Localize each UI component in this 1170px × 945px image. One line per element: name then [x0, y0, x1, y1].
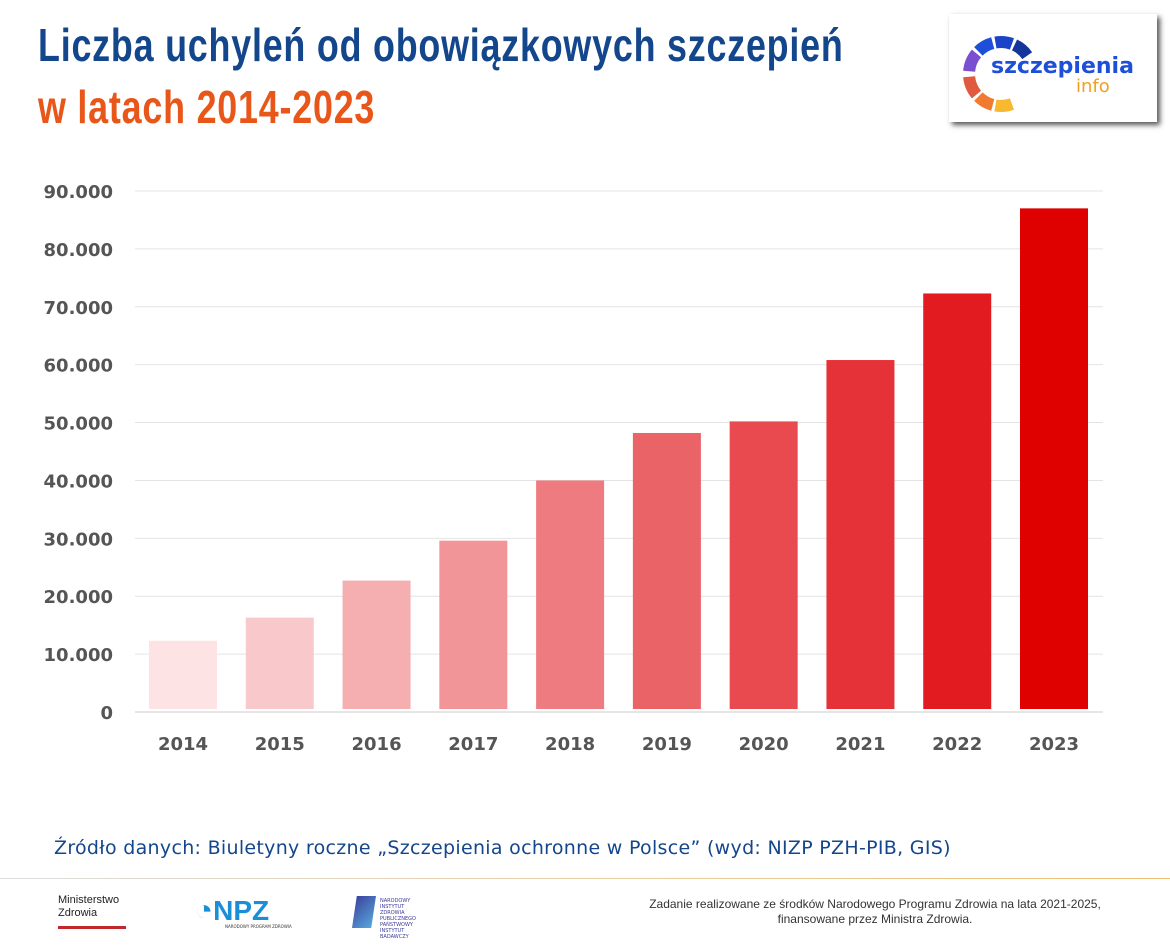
x-tick-label: 2017 — [448, 734, 498, 755]
funding-line1: Zadanie realizowane ze środków Narodoweg… — [649, 897, 1101, 911]
y-tick-label: 60.000 — [44, 356, 113, 377]
szczepienia-info-logo: szczepienia info — [949, 14, 1157, 122]
ministry-line1: Ministerstwo — [58, 894, 120, 906]
logo-segment — [1011, 39, 1033, 60]
y-tick-label: 70.000 — [44, 298, 113, 319]
x-tick-label: 2018 — [545, 734, 595, 755]
bar-2014 — [149, 640, 217, 709]
bar-2020 — [729, 421, 798, 709]
x-tick-label: 2022 — [932, 734, 982, 755]
logo-segment — [974, 92, 995, 111]
bar-2023 — [1020, 208, 1088, 709]
ministry-flag-bar — [58, 926, 126, 929]
nizp-logo: NARODOWY INSTYTUT ZDROWIA PUBLICZNEGO PA… — [352, 896, 422, 940]
logo-segment — [994, 36, 1014, 50]
bar-2017 — [439, 540, 508, 709]
logo-subtext: info — [1076, 76, 1110, 97]
ministry-logo: Ministerstwo Zdrowia — [58, 894, 126, 929]
bar-chart: 0 10.000 20.000 30.000 40.000 50.000 60.000 70.… — [44, 182, 1103, 755]
nizp-text: NARODOWY INSTYTUT ZDROWIA PUBLICZNEGO PA… — [380, 898, 416, 940]
npz-subtext: NARODOWY PROGRAM ZDROWIA — [225, 924, 292, 929]
bar-2022 — [923, 293, 992, 709]
x-tick-label: 2014 — [158, 734, 208, 755]
y-tick-label: 20.000 — [44, 587, 113, 608]
bar-2015 — [245, 617, 314, 709]
y-tick-label: 30.000 — [44, 529, 113, 550]
logo-segment — [974, 37, 995, 56]
x-tick-label: 2021 — [835, 734, 885, 755]
y-tick-label: 0 — [100, 703, 113, 724]
npz-logo: ◔NPZ NARODOWY PROGRAM ZDROWIA — [195, 894, 292, 929]
bar-2021 — [826, 360, 895, 709]
y-tick-label: 90.000 — [44, 182, 113, 203]
funding-note: Zadanie realizowane ze środków Narodoweg… — [600, 897, 1150, 927]
npz-text: NPZ — [213, 895, 270, 926]
logo-segment — [963, 76, 982, 99]
nizp-emblem-icon — [352, 896, 376, 928]
funding-line2: finansowane przez Ministra Zdrowia. — [777, 912, 973, 926]
x-tick-label: 2016 — [352, 734, 402, 755]
y-tick-label: 10.000 — [44, 645, 113, 666]
data-source: Źródło danych: Biuletyny roczne „Szczepi… — [54, 837, 951, 859]
footer-divider — [0, 878, 1170, 879]
logo-text: szczepienia — [991, 54, 1134, 79]
logo-segment — [963, 49, 982, 72]
bar-2019 — [632, 432, 701, 709]
x-tick-label: 2020 — [739, 734, 789, 755]
x-tick-label: 2023 — [1029, 734, 1079, 755]
bar-2018 — [536, 480, 605, 709]
chart-title-line1: Liczba uchyleń od obowiązkowych szczepie… — [38, 19, 844, 71]
y-tick-label: 50.000 — [44, 414, 113, 435]
chart-title-line2: w latach 2014-2023 — [38, 81, 376, 133]
x-tick-label: 2015 — [255, 734, 305, 755]
y-tick-label: 80.000 — [44, 240, 113, 261]
x-tick-label: 2019 — [642, 734, 692, 755]
y-tick-label: 40.000 — [44, 471, 113, 492]
logo-arc-icon — [963, 36, 1033, 112]
bar-2016 — [342, 580, 411, 709]
logo-segment — [994, 98, 1014, 112]
ministry-line2: Zdrowia — [58, 907, 98, 919]
